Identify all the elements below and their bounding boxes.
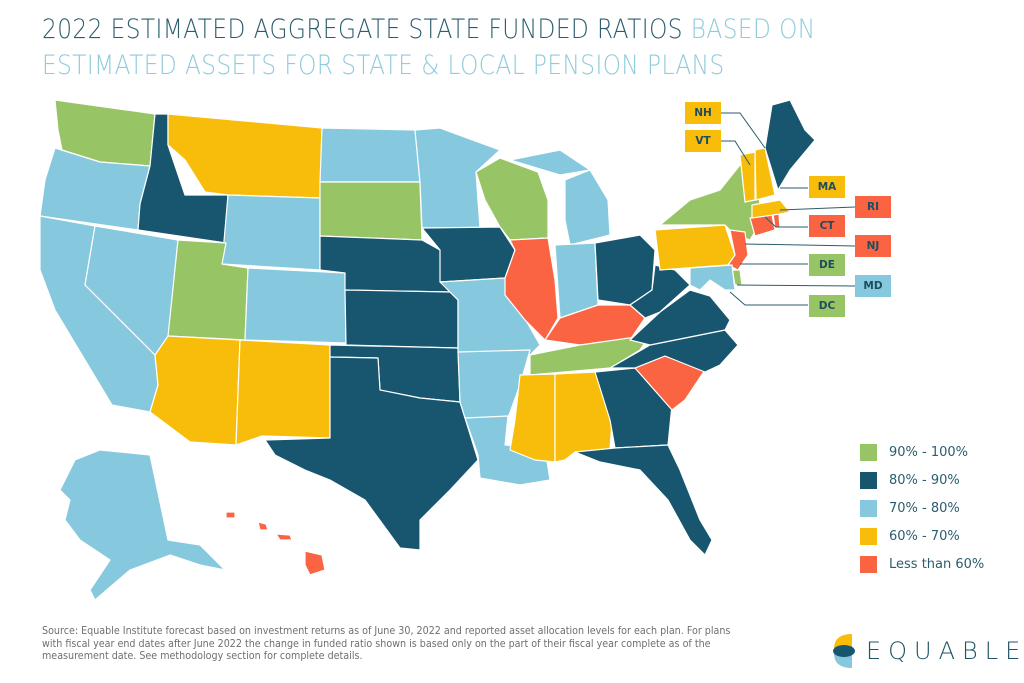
callout-VT: VT: [685, 130, 721, 152]
state-FL[interactable]: [574, 444, 713, 556]
callout-MD: MD: [855, 275, 891, 297]
title-primary: 2022 ESTIMATED AGGREGATE STATE FUNDED RA…: [42, 14, 683, 45]
callout-NJ: NJ: [855, 235, 891, 257]
callout-CT: CT: [809, 215, 845, 237]
legend-swatch: [860, 471, 877, 489]
state-TX[interactable]: [264, 356, 479, 551]
state-KS[interactable]: [344, 289, 459, 349]
legend-item: 70% - 80%: [860, 494, 984, 522]
title-secondary: BASED ON ESTIMATED ASSETS FOR STATE & LO…: [42, 14, 816, 81]
legend-item: Less than 60%: [860, 550, 984, 578]
equable-logo: EQUABLE: [830, 633, 1024, 669]
legend-label: Less than 60%: [889, 556, 985, 572]
state-CO[interactable]: [244, 267, 347, 344]
state-IL[interactable]: [504, 237, 559, 341]
state-VA[interactable]: [629, 289, 731, 346]
callout-DE: DE: [809, 254, 845, 276]
legend-label: 90% - 100%: [889, 444, 969, 460]
callout-RI: RI: [855, 196, 891, 218]
state-SD[interactable]: [319, 181, 423, 241]
callout-MA: MA: [809, 176, 845, 198]
legend-label: 80% - 90%: [889, 472, 960, 488]
legend-swatch: [860, 555, 877, 573]
legend: 90% - 100% 80% - 90% 70% - 80% 60% - 70%…: [860, 438, 984, 578]
legend-swatch: [860, 443, 877, 461]
state-WY[interactable]: [221, 194, 321, 271]
state-VT[interactable]: [739, 151, 756, 203]
state-NM[interactable]: [235, 339, 331, 446]
state-AK[interactable]: [59, 449, 226, 601]
legend-label: 60% - 70%: [889, 528, 960, 544]
state-MA[interactable]: [751, 199, 791, 219]
state-ND[interactable]: [319, 127, 421, 183]
callout-lines: [720, 112, 856, 306]
state-MT[interactable]: [167, 113, 323, 199]
state-ME[interactable]: [764, 99, 816, 191]
state-WV[interactable]: [629, 264, 691, 319]
logo-wordmark: EQUABLE: [866, 637, 1024, 665]
state-LA[interactable]: [464, 415, 551, 486]
state-MN[interactable]: [414, 127, 501, 229]
legend-swatch: [860, 499, 877, 517]
state-MI[interactable]: [509, 149, 611, 246]
state-AZ[interactable]: [149, 335, 241, 446]
callout-NH: NH: [685, 102, 721, 124]
legend-item: 80% - 90%: [860, 466, 984, 494]
page-title: 2022 ESTIMATED AGGREGATE STATE FUNDED RA…: [42, 12, 816, 84]
legend-label: 70% - 80%: [889, 500, 960, 516]
state-HI[interactable]: [225, 511, 326, 576]
state-MD[interactable]: [689, 264, 736, 291]
callout-DC: DC: [809, 295, 845, 317]
legend-item: 60% - 70%: [860, 522, 984, 550]
state-NH[interactable]: [754, 147, 776, 201]
source-note: Source: Equable Institute forecast based…: [42, 625, 731, 662]
legend-swatch: [860, 527, 877, 545]
state-PA[interactable]: [654, 224, 736, 271]
legend-item: 90% - 100%: [860, 438, 984, 466]
equable-logo-icon: [833, 634, 855, 668]
